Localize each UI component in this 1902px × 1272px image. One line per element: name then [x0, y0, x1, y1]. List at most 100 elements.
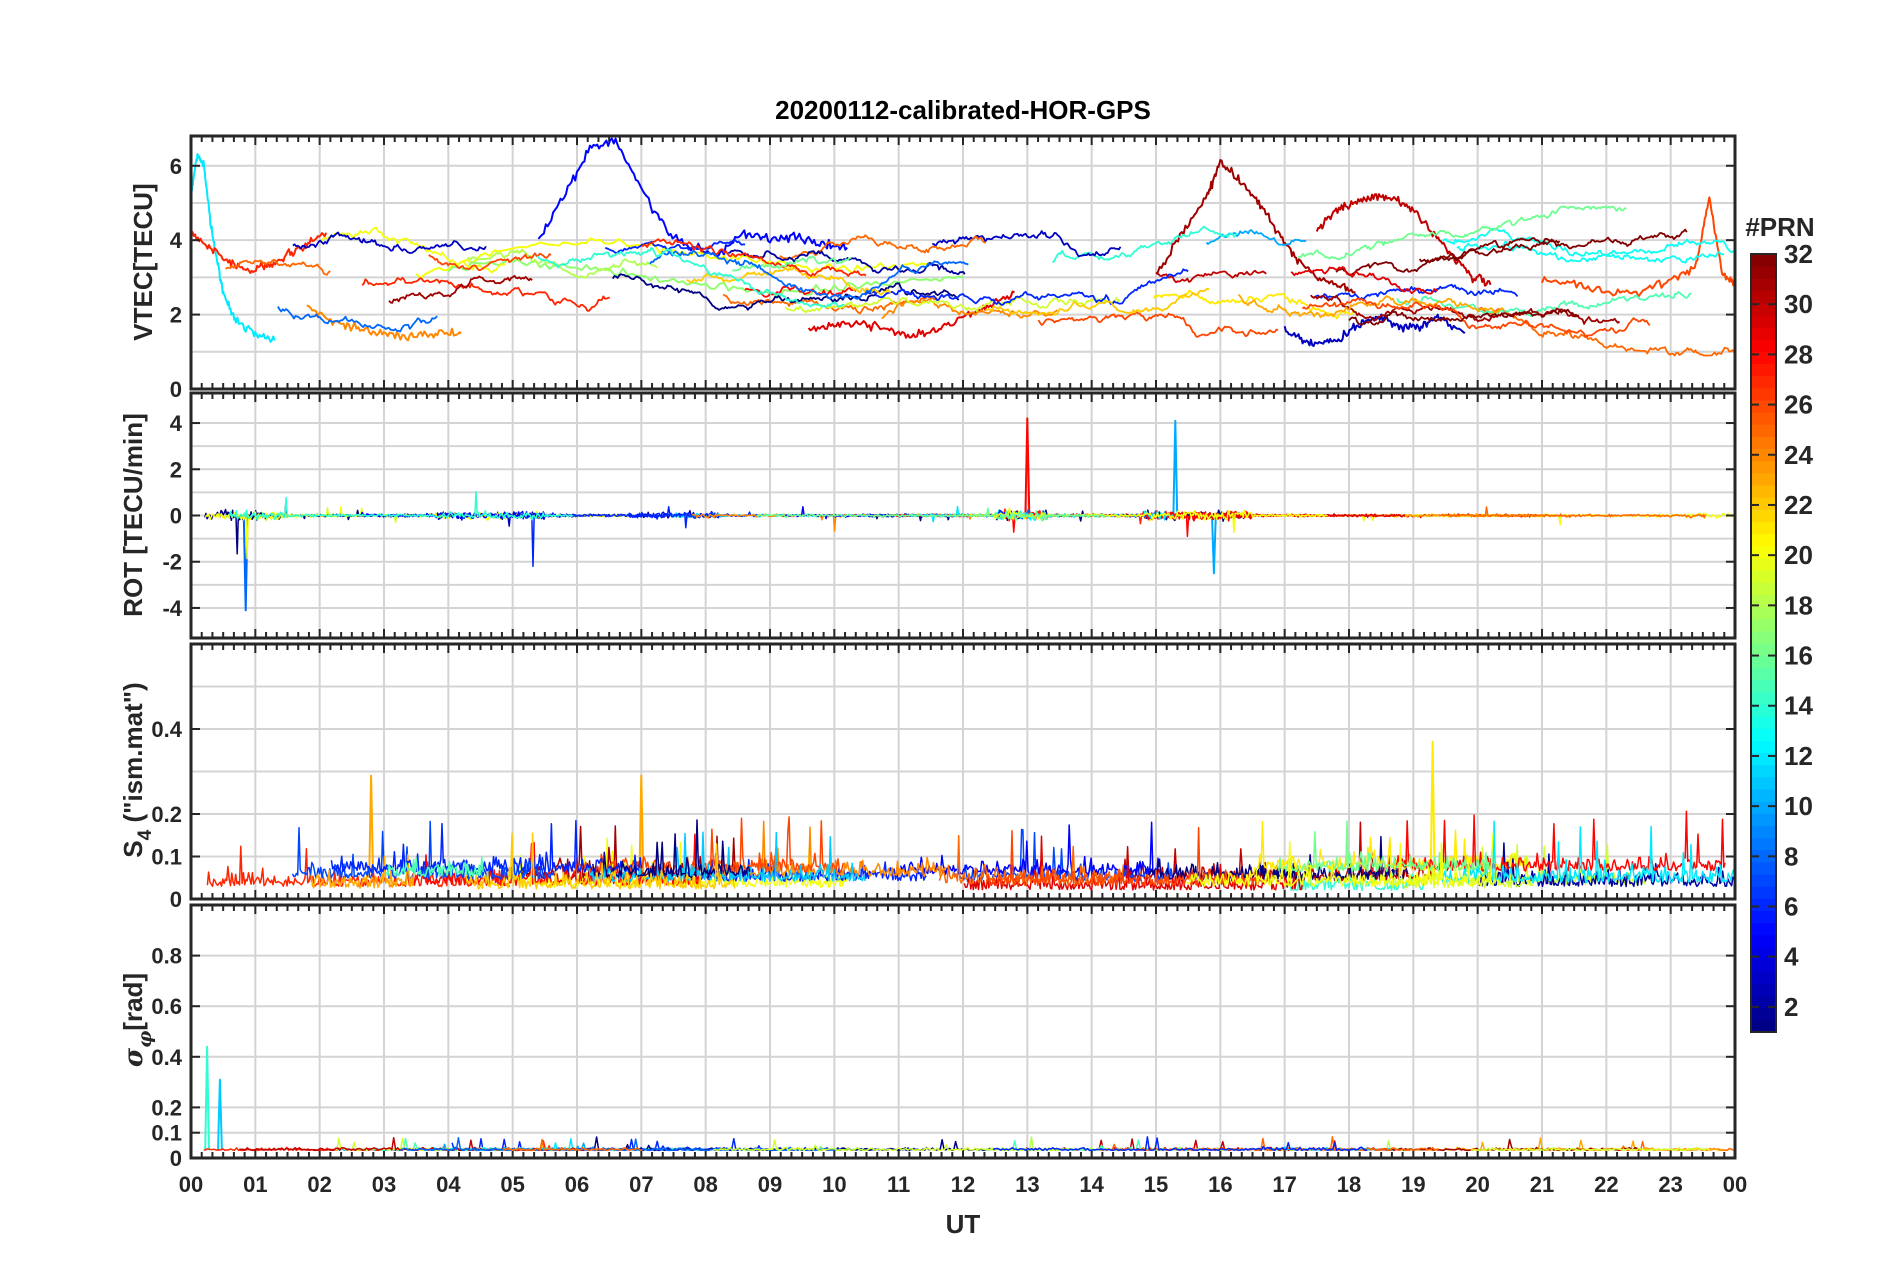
- colorbar-tick-label: 28: [1784, 339, 1813, 369]
- colorbar-band: [1751, 412, 1776, 425]
- colorbar-band: [1751, 351, 1776, 365]
- colorbar-band: [1751, 752, 1776, 766]
- colorbar-band: [1751, 387, 1776, 401]
- vtec-trace: [1442, 227, 1725, 264]
- colorbar-band: [1751, 1007, 1776, 1021]
- vtec-trace: [319, 226, 506, 274]
- sigma-y-label-rest: [rad]: [118, 973, 148, 1031]
- s4-spike-prn-23: [638, 774, 645, 878]
- colorbar-band: [1751, 266, 1776, 279]
- x-tick-label: 01: [243, 1172, 267, 1197]
- x-tick-label: 17: [1272, 1172, 1296, 1197]
- rot-spike-prn-10: [1211, 515, 1217, 575]
- rot-axes-box: [189, 391, 1737, 640]
- colorbar-tick-label: 18: [1784, 590, 1813, 620]
- vtec-trace: [1051, 225, 1238, 264]
- colorbar-band: [1751, 861, 1776, 875]
- colorbar-band: [1751, 314, 1776, 328]
- vtec-trace: [1418, 237, 1561, 263]
- s4-trace: [330, 819, 643, 873]
- vtec-trace-prn-26: [1541, 196, 1735, 298]
- colorbar-band: [1751, 557, 1776, 571]
- vtec-ytick-label: 6: [170, 154, 182, 179]
- colorbar-band: [1751, 764, 1776, 778]
- colorbar-band: [1751, 375, 1776, 389]
- vtec-trace: [744, 284, 857, 298]
- vtec-trace: [641, 238, 867, 277]
- vtec-trace: [1037, 311, 1279, 338]
- x-tick-label: 20: [1465, 1172, 1489, 1197]
- colorbar-band: [1751, 1019, 1776, 1033]
- sigma-trace: [992, 1136, 1368, 1152]
- vtec-trace-prn-27: [191, 231, 328, 274]
- vtec-trace-prn-20: [415, 237, 932, 279]
- sigma-trace: [239, 1136, 609, 1152]
- s4-trace: [1441, 820, 1735, 884]
- colorbar-band: [1751, 788, 1776, 802]
- s4-traces: [206, 740, 1735, 892]
- s4-trace: [592, 819, 751, 879]
- s4-y-label-sub: 4: [135, 829, 156, 840]
- rot-spike-prn-10: [1172, 419, 1179, 516]
- vtec-trace: [732, 255, 852, 272]
- vtec-trace: [1478, 306, 1735, 357]
- colorbar-band: [1751, 484, 1776, 498]
- vtec-trace: [1237, 293, 1505, 319]
- colorbar-band: [1751, 278, 1776, 292]
- vtec-trace: [1396, 291, 1692, 317]
- colorbar-band: [1751, 326, 1776, 340]
- colorbar-tick-label: 2: [1784, 992, 1798, 1022]
- vtec-trace: [1152, 289, 1356, 320]
- x-tick-label: 11: [887, 1172, 910, 1197]
- colorbar-band: [1751, 582, 1776, 595]
- colorbar-band: [1751, 630, 1776, 644]
- colorbar-band: [1751, 606, 1776, 620]
- s4-trace: [1477, 842, 1735, 888]
- rot-trace: [756, 507, 1106, 522]
- colorbar-tick-label: 24: [1784, 440, 1813, 470]
- x-tick-label: 00: [1723, 1172, 1747, 1197]
- vtec-trace-prn-24: [306, 304, 462, 342]
- colorbar-tick-label: 10: [1784, 791, 1813, 821]
- colorbar-band: [1751, 521, 1776, 535]
- sigma-y-ticks: 00.10.2 0.4 0.6 0.8: [151, 944, 1735, 1171]
- s4-spike-prn-21: [1429, 740, 1436, 878]
- vtec-trace: [1335, 228, 1688, 277]
- vtec-panel: 0 2 4 6 VTEC[TECU]: [128, 134, 1737, 402]
- x-tick-label: 19: [1401, 1172, 1425, 1197]
- sigma-panel: 00.10.2 0.4 0.6 0.8 σφ[rad]: [118, 903, 1737, 1171]
- colorbar-band: [1751, 533, 1776, 547]
- colorbar-band: [1751, 460, 1776, 474]
- chart-title: 20200112-calibrated-HOR-GPS: [775, 95, 1151, 125]
- colorbar-band: [1751, 825, 1776, 839]
- vtec-trace: [536, 246, 845, 308]
- colorbar-band: [1751, 472, 1776, 486]
- sigma-trace: [1470, 1146, 1711, 1152]
- vtec-trace: [985, 287, 1210, 316]
- x-tick-label: 22: [1594, 1172, 1618, 1197]
- x-tick-label: 18: [1337, 1172, 1361, 1197]
- vtec-trace: [292, 231, 487, 254]
- s4-trace: [963, 835, 1304, 891]
- colorbar-bands: [1751, 254, 1776, 1033]
- colorbar-band: [1751, 570, 1776, 583]
- x-tick-label: 16: [1208, 1172, 1232, 1197]
- colorbar-band: [1751, 776, 1776, 790]
- vtec-trace-prn-30: [1315, 193, 1492, 287]
- x-tick-label: 03: [372, 1172, 396, 1197]
- colorbar-band: [1751, 971, 1776, 984]
- colorbar-band: [1751, 339, 1776, 352]
- colorbar-band: [1751, 849, 1776, 863]
- vtec-trace: [779, 234, 986, 260]
- vtec-trace: [466, 248, 658, 279]
- colorbar-band: [1751, 302, 1776, 316]
- vtec-trace-prn-29: [807, 290, 1015, 339]
- colorbar-label: #PRN: [1745, 212, 1814, 242]
- s4-y-label: S4 ("ism.mat"): [118, 682, 156, 857]
- colorbar-tick-label: 4: [1784, 942, 1799, 972]
- colorbar-band: [1751, 424, 1776, 437]
- sigma-ytick-label: 0.8: [151, 944, 182, 969]
- sigma-trace: [503, 1138, 643, 1152]
- sigma-ytick-label: 0.1: [151, 1121, 182, 1146]
